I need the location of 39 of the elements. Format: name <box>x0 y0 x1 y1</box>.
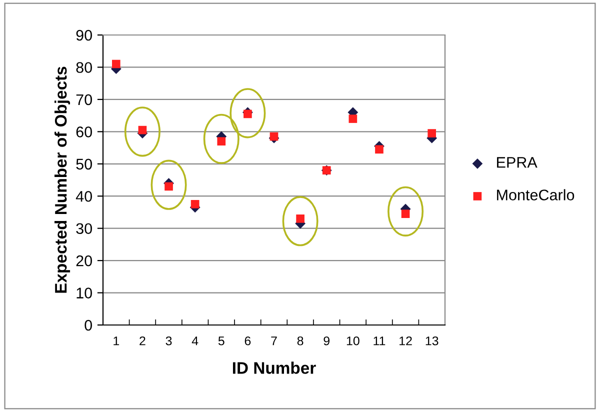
x-tick-label: 7 <box>271 336 277 346</box>
x-axis-title: ID Number <box>232 362 316 374</box>
point <box>217 137 226 146</box>
x-tick-label: 1 <box>114 336 120 346</box>
x-tick-label: 9 <box>324 336 330 346</box>
legend-label: MonteCarlo <box>497 189 574 200</box>
y-tick-label: 70 <box>76 94 92 106</box>
point <box>296 214 304 223</box>
x-tick-label: 6 <box>244 336 251 346</box>
point <box>401 210 410 218</box>
point <box>112 60 120 68</box>
point <box>270 132 278 141</box>
y-tick-label: 20 <box>76 255 92 266</box>
y-tick-label: 0 <box>84 320 92 331</box>
point <box>348 114 358 123</box>
x-tick-label: 4 <box>192 336 198 346</box>
x-tick-label: 11 <box>374 336 386 346</box>
y-tick-label: 40 <box>76 190 92 202</box>
y-tick-label: 80 <box>76 62 92 73</box>
point <box>164 182 173 191</box>
x-tick-label: 13 <box>426 336 438 346</box>
point <box>428 129 436 138</box>
x-tick-label: 8 <box>297 336 304 346</box>
x-tick-label: 3 <box>166 336 172 346</box>
x-tick-label: 12 <box>400 336 412 346</box>
x-tick-label: 10 <box>346 336 360 346</box>
y-axis-title: Expected Number of Objects <box>54 66 70 293</box>
y-tick-label: 30 <box>76 223 92 234</box>
y-tick-label: 10 <box>76 288 92 298</box>
x-tick-label: 2 <box>140 336 146 346</box>
point <box>244 110 252 118</box>
point <box>190 200 200 208</box>
y-tick-label: 50 <box>76 158 92 170</box>
point <box>375 145 384 154</box>
y-tick-label: 60 <box>76 126 92 138</box>
point <box>138 126 147 134</box>
y-tick-label: 90 <box>76 30 92 41</box>
legend-label: EPRA <box>497 157 538 168</box>
x-tick-label: 5 <box>218 336 224 346</box>
